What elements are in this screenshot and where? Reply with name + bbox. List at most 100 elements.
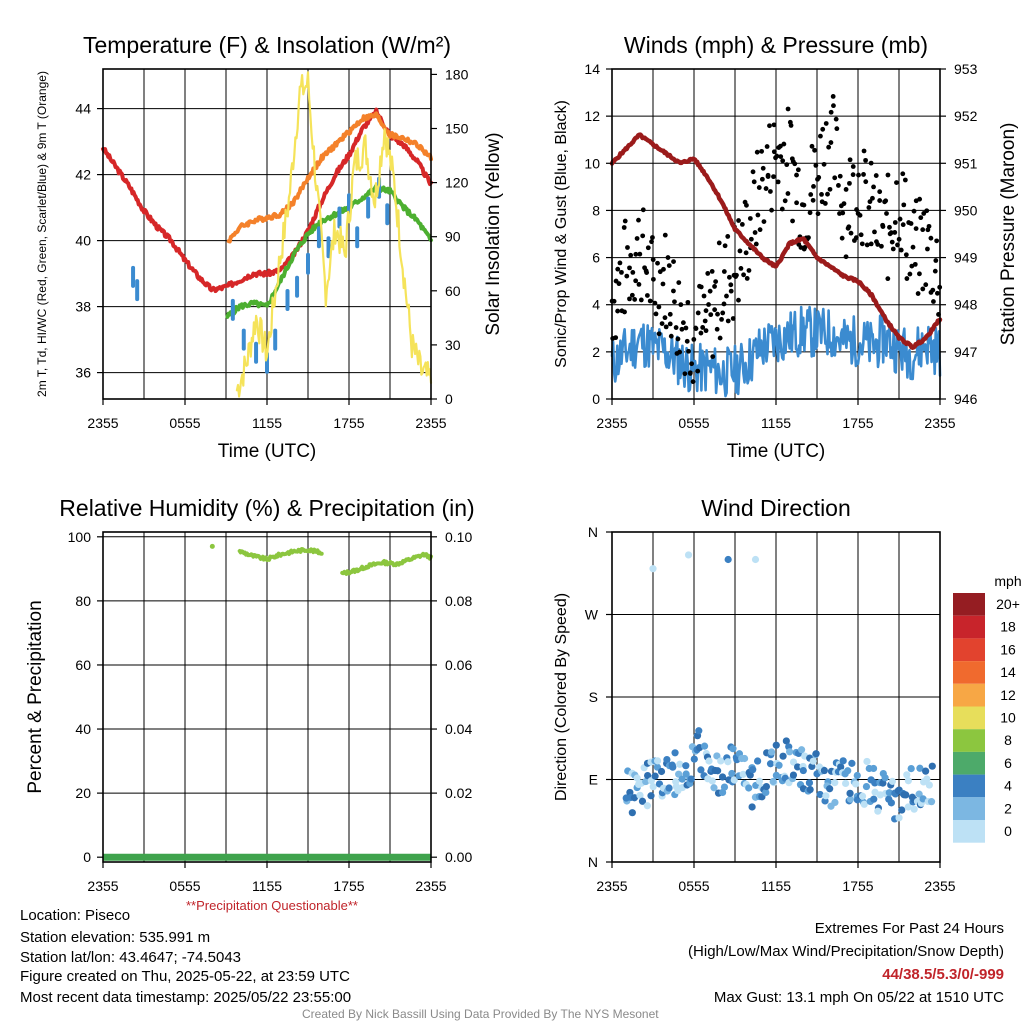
wind-gust-point	[759, 148, 765, 154]
temp-9m-line	[226, 111, 433, 244]
wind-gust-point	[668, 333, 674, 339]
colorbar-swatch	[953, 638, 985, 662]
winds-panel-y2-tick-label: 949	[954, 250, 978, 266]
wind-direction-point	[848, 759, 856, 767]
wind-gust-point	[691, 337, 697, 342]
wind-gust-point	[721, 269, 727, 274]
wind-direction-point	[638, 797, 647, 805]
wind-gust-point	[703, 328, 709, 334]
wind-direction-point	[729, 745, 737, 753]
wind-gust-point	[621, 225, 627, 230]
precipitation-questionable-note: **Precipitation Questionable**	[186, 898, 358, 913]
wind-direction-point	[809, 757, 817, 765]
wind-direction-point	[923, 775, 931, 783]
wind-gust-point	[716, 240, 722, 246]
wind-gust-point	[821, 161, 827, 167]
wind-gust-point	[846, 224, 852, 230]
wind-gust-point	[702, 318, 708, 324]
wind-gust-point	[807, 210, 813, 216]
humidity-panel-y2-tick-label: 0.00	[445, 849, 472, 865]
wind-gust-point	[764, 144, 770, 149]
wind-direction-point	[904, 777, 912, 785]
wind-direction-point	[837, 763, 845, 771]
wind-gust-point	[640, 207, 646, 213]
wind-gust-point	[653, 311, 659, 317]
wind-gust-point	[924, 208, 930, 214]
wind-gust-point	[690, 379, 696, 385]
wind-direction-point	[643, 802, 651, 810]
wind-gust-point	[856, 172, 861, 178]
wind-gust-point	[885, 172, 891, 178]
wind-gust-point	[736, 297, 741, 303]
wind-gust-point	[854, 207, 859, 212]
wind-direction-point	[785, 748, 794, 756]
wind-gust-point	[763, 186, 769, 191]
wind-gust-point	[904, 276, 910, 281]
wind-gust-point	[813, 162, 819, 168]
wind-gust-point	[724, 293, 729, 299]
wind-direction-point	[846, 789, 854, 797]
wind-gust-point	[627, 296, 632, 302]
wind-gust-point	[719, 316, 724, 322]
wind-gust-point	[672, 299, 677, 305]
wind-gust-point	[683, 325, 689, 331]
wind-gust-point	[843, 254, 849, 260]
wind-direction-point	[665, 784, 673, 792]
wind-gust-point	[917, 271, 922, 277]
wind-direction-point	[718, 773, 727, 781]
wind-gust-point	[785, 191, 791, 196]
colorbar-label: 10	[1000, 710, 1016, 726]
wind-direction-point	[682, 770, 690, 778]
wind-gust-point	[867, 199, 873, 205]
wind-direction-point	[925, 781, 933, 789]
wind-gust-point	[832, 175, 838, 181]
wind-direction-point	[852, 780, 860, 788]
wind-gust-point	[717, 335, 723, 341]
wind-direction-point	[728, 769, 736, 778]
wind-gust-point	[628, 252, 634, 258]
wind-gust-point	[671, 288, 676, 294]
wind-direction-point	[903, 771, 911, 779]
wind-gust-point	[790, 218, 795, 224]
wind-gust-point	[794, 200, 799, 206]
humidity-panel-y2-tick-label: 0.10	[445, 529, 472, 545]
wind-direction-point	[651, 772, 659, 780]
colorbar-label: 0	[1004, 823, 1012, 839]
humidity-panel-x-tick-label: 2355	[87, 878, 118, 894]
winds-panel-y2-tick-label: 947	[954, 344, 978, 360]
wind-gust-point	[778, 154, 784, 159]
wind-gust-point	[698, 284, 704, 290]
wind-gust-point	[841, 201, 847, 207]
wind-gust-point	[888, 230, 894, 236]
wind-gust-point	[662, 232, 668, 238]
winds-panel-x-tick-label: 1755	[842, 415, 873, 431]
wind-direction-point	[740, 754, 749, 763]
wind-direction-point	[844, 767, 852, 775]
wind-gust-point	[771, 122, 777, 128]
wind-gust-point	[633, 278, 639, 284]
temperature-panel-x-tick-label: 1755	[333, 415, 364, 431]
wind-gust-point	[755, 212, 761, 218]
wind-direction-point	[805, 779, 814, 787]
humidity-panel-y2-tick-label: 0.06	[445, 657, 472, 673]
extremes-subheading: (High/Low/Max Wind/Precipitation/Snow De…	[688, 943, 1004, 960]
wind-gust-point	[695, 310, 701, 316]
winds-panel-title: Winds (mph) & Pressure (mb)	[624, 32, 928, 58]
wind-direction-point	[669, 763, 677, 771]
wind-gust-point	[651, 276, 656, 282]
colorbar-label: 6	[1004, 755, 1012, 771]
dewpoint-2m-line	[225, 183, 433, 319]
wind-direction-point	[826, 785, 834, 793]
wind-gust-point	[863, 179, 869, 185]
wind-gust-point	[792, 161, 798, 167]
wind-gust-point	[675, 336, 681, 342]
wind-gust-point	[847, 157, 853, 163]
wind-gust-point	[873, 173, 879, 178]
wind-gust-point	[637, 251, 643, 257]
station-latlon-text: Station lat/lon: 43.4647; -74.5043	[20, 949, 242, 966]
humidity-panel-x-tick-label: 2355	[415, 878, 446, 894]
temperature-panel-y-tick-label: 42	[75, 167, 91, 183]
wind-gust-point	[828, 109, 834, 115]
wind-direction-point	[806, 786, 814, 794]
wind-direction-point	[916, 764, 924, 772]
